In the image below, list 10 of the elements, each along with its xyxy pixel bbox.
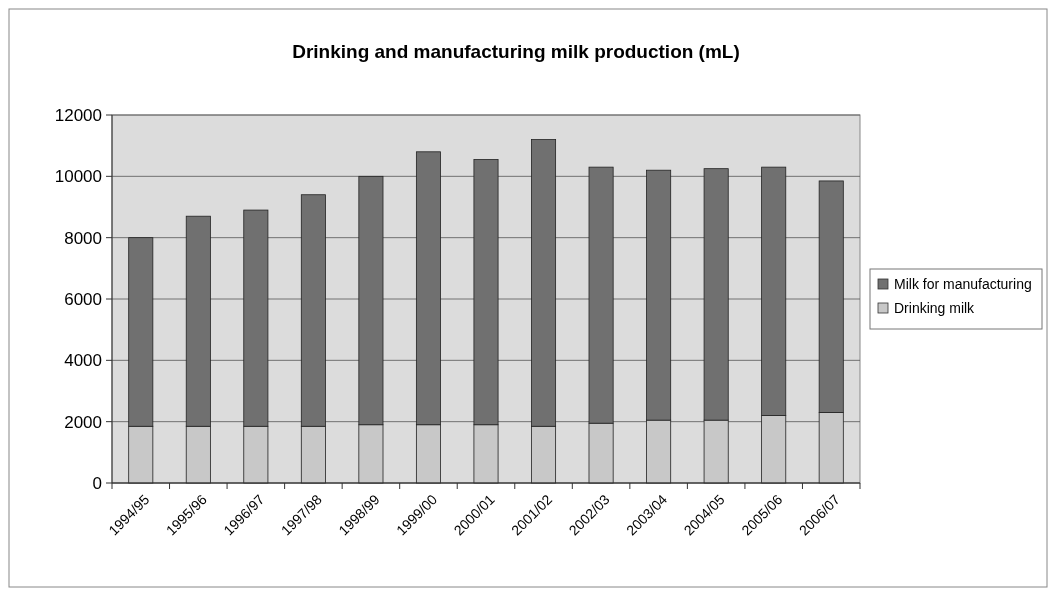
y-tick-label: 0 xyxy=(92,473,102,493)
y-tick-label: 2000 xyxy=(64,412,102,432)
legend-label: Drinking milk xyxy=(894,299,976,316)
y-tick-label: 6000 xyxy=(64,289,102,309)
y-tick-label: 4000 xyxy=(64,351,102,371)
y-tick-label: 10000 xyxy=(54,167,102,187)
y-tick-label: 12000 xyxy=(54,105,102,125)
legend-label: Milk for manufacturing xyxy=(894,275,1032,292)
y-tick-label: 8000 xyxy=(64,228,102,248)
chart-title: Drinking and manufacturing milk production (mL) xyxy=(292,41,740,62)
